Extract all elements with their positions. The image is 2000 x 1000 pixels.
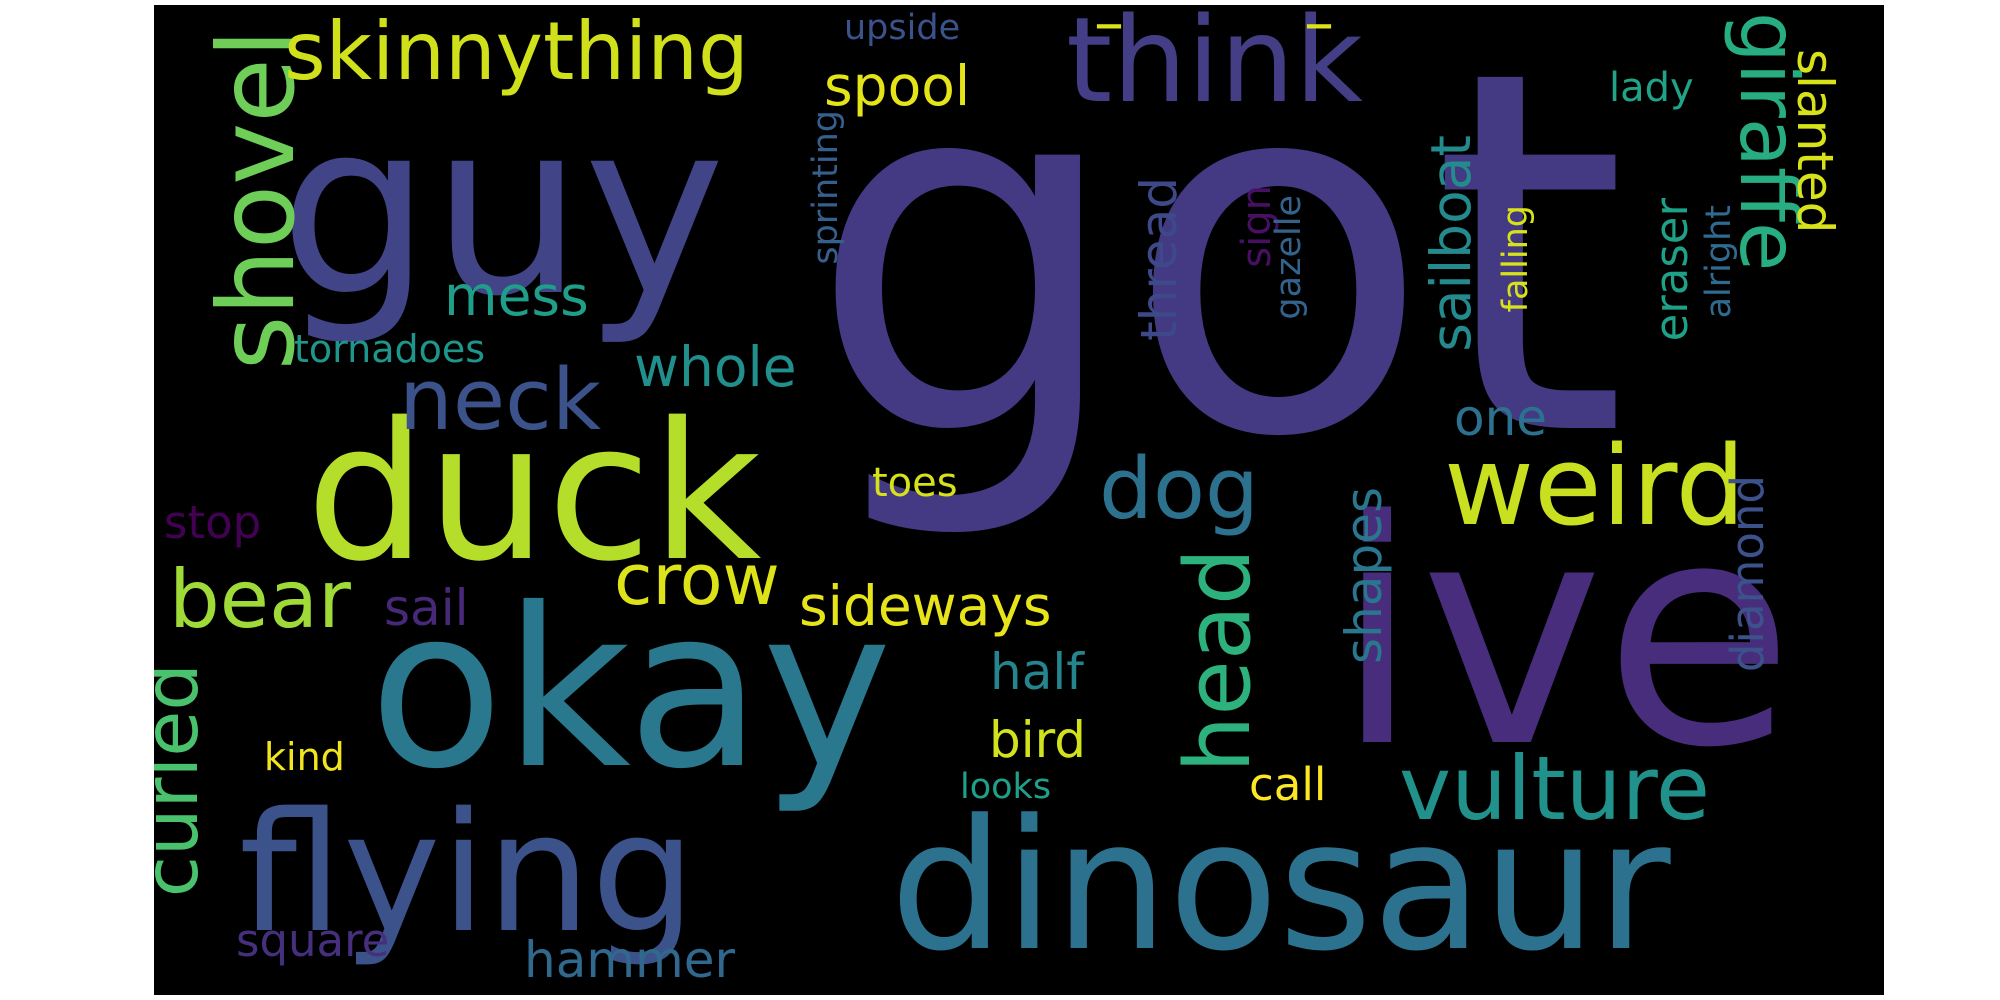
- word-cloud: got ive guy okay duck dinosaur flying think weir…: [154, 5, 1884, 995]
- word-dash2: –: [1304, 5, 1334, 58]
- word-guy: guy: [279, 69, 726, 349]
- word-skinnything: skinnything: [284, 5, 749, 98]
- word-bear: bear: [169, 553, 351, 646]
- word-flying: flying: [239, 777, 696, 969]
- word-shapes: shapes: [1335, 487, 1393, 664]
- word-ive: ive: [1334, 455, 1795, 816]
- word-mess: mess: [444, 264, 589, 328]
- word-dog: dog: [1099, 440, 1259, 539]
- word-head: head: [1166, 548, 1271, 773]
- word-square: square: [236, 914, 390, 967]
- word-sideways: sideways: [799, 574, 1052, 638]
- word-weird: weird: [1444, 422, 1746, 550]
- word-dinosaur: dinosaur: [890, 782, 1671, 991]
- word-okay: okay: [369, 561, 893, 817]
- word-stop: stop: [164, 496, 262, 549]
- word-sprinting: sprinting: [806, 110, 846, 265]
- word-think: think: [1066, 5, 1363, 129]
- word-curled: curled: [154, 663, 215, 898]
- word-upside: upside: [844, 8, 961, 48]
- word-got: got: [808, 5, 1628, 546]
- word-looks: looks: [960, 767, 1052, 807]
- word-toes: toes: [872, 460, 958, 506]
- word-spool: spool: [824, 54, 971, 118]
- word-kind: kind: [264, 735, 345, 779]
- word-sail: sail: [384, 579, 469, 637]
- word-falling: falling: [1496, 205, 1536, 313]
- word-one: one: [1454, 389, 1548, 447]
- word-dash1: –: [1094, 5, 1124, 58]
- word-bird: bird: [989, 711, 1087, 769]
- word-crow: crow: [614, 539, 780, 621]
- word-diamond: diamond: [1721, 475, 1774, 673]
- word-duck: duck: [306, 382, 762, 603]
- word-alright: alright: [1699, 205, 1739, 319]
- word-gazelle: gazelle: [1269, 195, 1309, 320]
- word-vulture: vulture: [1399, 737, 1710, 840]
- word-hammer: hammer: [524, 931, 736, 989]
- word-whole: whole: [634, 335, 797, 399]
- word-thread: thread: [1130, 177, 1188, 341]
- word-call: call: [1249, 758, 1327, 811]
- word-sailboat: sailboat: [1419, 135, 1483, 352]
- word-lady: lady: [1609, 65, 1694, 111]
- word-half: half: [990, 643, 1084, 701]
- word-neck: neck: [399, 351, 602, 450]
- word-eraser: eraser: [1645, 198, 1698, 342]
- word-tornadoes: tornadoes: [294, 327, 486, 371]
- word-slanted: slanted: [1786, 49, 1844, 234]
